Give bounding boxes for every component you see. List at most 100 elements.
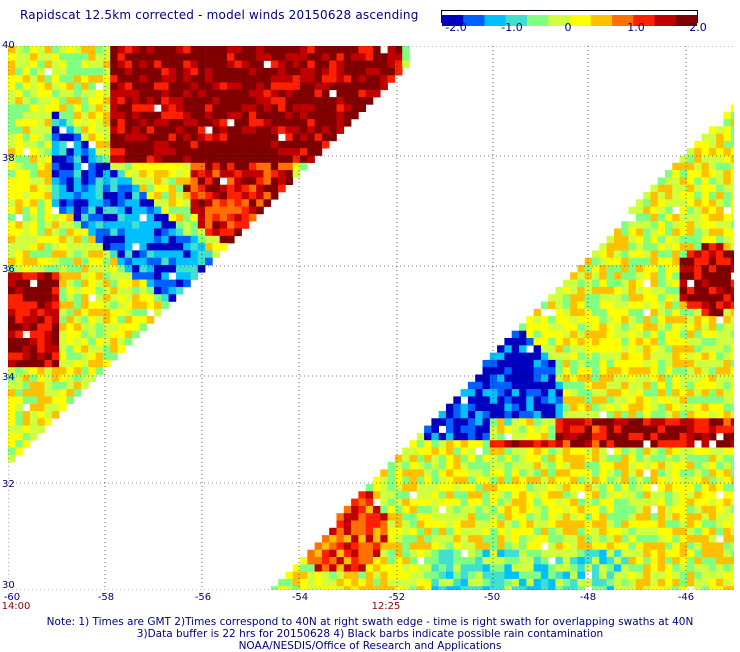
- wind-cell: [716, 462, 724, 470]
- wind-cell: [701, 162, 710, 171]
- wind-cell: [540, 367, 549, 375]
- wind-cell: [730, 469, 739, 477]
- wind-cell: [44, 381, 53, 390]
- wind-cell: [124, 228, 133, 237]
- wind-cell: [716, 338, 724, 346]
- wind-cell: [37, 82, 45, 91]
- wind-cell: [497, 571, 505, 580]
- wind-cell: [29, 97, 38, 105]
- wind-cell: [256, 184, 264, 193]
- wind-cell: [22, 425, 31, 434]
- wind-cell: [234, 184, 242, 193]
- wind-cell: [307, 155, 315, 164]
- wind-cell: [716, 549, 724, 558]
- wind-cell: [117, 250, 126, 258]
- wind-cell: [292, 111, 301, 120]
- wind-cell: [723, 140, 731, 149]
- wind-cell: [117, 323, 126, 331]
- wind-cell: [387, 46, 396, 54]
- wind-cell: [446, 520, 454, 529]
- lon-label: -52: [388, 592, 406, 603]
- wind-cell: [197, 111, 206, 120]
- wind-cell: [146, 199, 155, 207]
- wind-cell: [300, 82, 308, 91]
- wind-cell: [453, 586, 461, 594]
- wind-cell: [635, 206, 644, 215]
- wind-cell: [110, 46, 118, 54]
- wind-cell: [183, 148, 191, 156]
- wind-cell: [22, 316, 31, 324]
- wind-cell: [190, 119, 199, 127]
- wind-cell: [613, 330, 622, 339]
- note-line: Note: 1) Times are GMT 2)Times correspon…: [46, 616, 694, 628]
- wind-cell: [730, 381, 739, 390]
- wind-cell: [219, 213, 228, 222]
- wind-cell: [635, 520, 644, 529]
- wind-cell: [694, 498, 702, 507]
- wind-cell: [519, 520, 527, 529]
- wind-cell: [701, 148, 710, 156]
- wind-cell: [606, 571, 615, 580]
- wind-cell: [22, 374, 31, 383]
- wind-cell: [613, 381, 622, 390]
- wind-cell: [665, 286, 673, 295]
- wind-cell: [29, 403, 38, 412]
- wind-cell: [599, 440, 607, 448]
- wind-cell: [570, 286, 578, 295]
- wind-cell: [73, 67, 82, 76]
- wind-cell: [424, 491, 432, 499]
- wind-cell: [343, 104, 352, 112]
- wind-cell: [650, 286, 658, 295]
- wind-cell: [29, 359, 38, 368]
- wind-cell: [606, 513, 615, 521]
- wind-cell: [29, 67, 38, 76]
- wind-cell: [613, 403, 622, 412]
- wind-cell: [292, 75, 301, 83]
- wind-cell: [365, 542, 374, 550]
- wind-cell: [59, 111, 67, 120]
- wind-cell: [672, 462, 680, 470]
- wind-cell: [519, 389, 527, 397]
- wind-cell: [394, 571, 403, 580]
- wind-cell: [73, 46, 82, 54]
- wind-cell: [679, 177, 688, 185]
- wind-cell: [110, 162, 118, 171]
- wind-cell: [29, 374, 38, 383]
- wind-cell: [708, 374, 717, 383]
- wind-cell: [548, 571, 556, 580]
- wind-cell: [175, 199, 184, 207]
- wind-cell: [643, 491, 651, 499]
- wind-cell: [117, 75, 126, 83]
- wind-cell: [555, 286, 564, 295]
- wind-cell: [387, 557, 396, 565]
- wind-cell: [365, 53, 374, 61]
- wind-cell: [497, 447, 505, 456]
- wind-cell: [730, 162, 739, 171]
- wind-cell: [438, 571, 447, 580]
- wind-cell: [497, 440, 505, 448]
- wind-cell: [635, 484, 644, 492]
- wind-cell: [716, 484, 724, 492]
- wind-cell: [533, 389, 542, 397]
- wind-cell: [672, 389, 680, 397]
- wind-cell: [37, 323, 45, 331]
- wind-cell: [723, 316, 731, 324]
- wind-cell: [628, 286, 637, 295]
- wind-cell: [29, 272, 38, 280]
- wind-cell: [132, 213, 140, 222]
- wind-cell: [730, 403, 739, 412]
- wind-cell: [300, 104, 308, 112]
- wind-cell: [212, 140, 220, 149]
- wind-cell: [504, 498, 512, 507]
- wind-cell: [329, 67, 337, 76]
- wind-cell: [730, 359, 739, 368]
- wind-cell: [8, 126, 16, 134]
- wind-cell: [723, 586, 731, 594]
- wind-cell: [686, 578, 695, 587]
- wind-cell: [504, 418, 512, 426]
- wind-cell: [701, 140, 710, 149]
- wind-cell: [482, 586, 491, 594]
- wind-cell: [205, 206, 213, 215]
- wind-cell: [314, 75, 323, 83]
- wind-cell: [708, 316, 717, 324]
